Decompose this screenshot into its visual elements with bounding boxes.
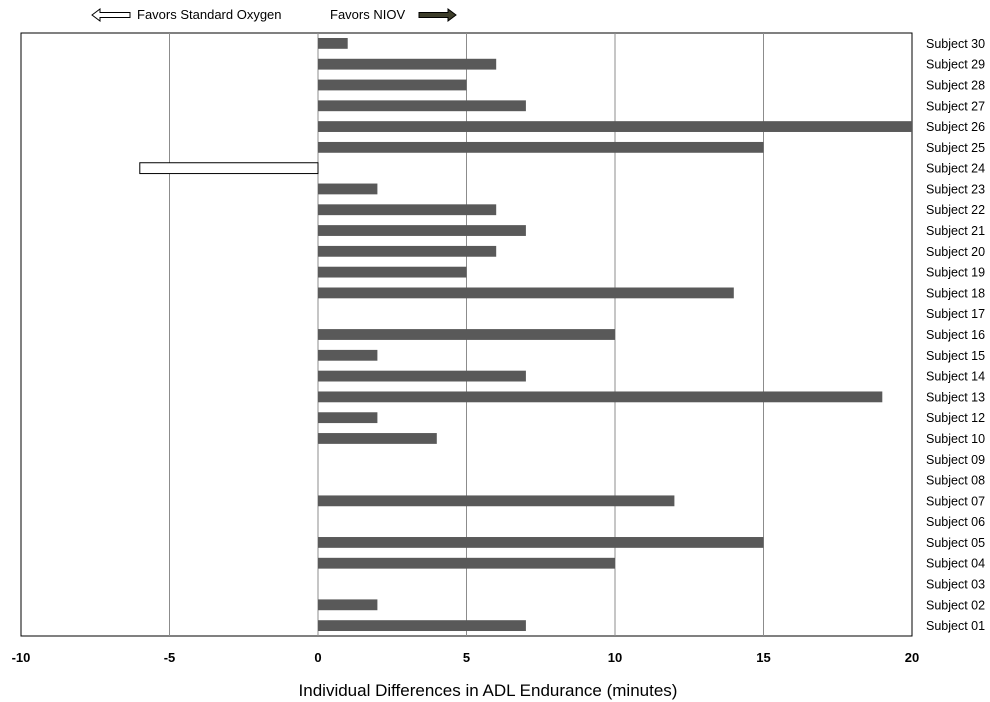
legend-negative-arrow: [91, 8, 131, 22]
category-label: Subject 09: [926, 453, 985, 467]
bar: [318, 141, 764, 153]
category-label: Subject 16: [926, 328, 985, 342]
x-tick-label: 0: [314, 650, 321, 665]
bar: [318, 266, 467, 278]
x-tick-label: 10: [608, 650, 622, 665]
bar: [318, 349, 378, 361]
category-label: Subject 04: [926, 557, 985, 571]
category-label: Subject 21: [926, 224, 985, 238]
category-label: Subject 19: [926, 266, 985, 280]
bar: [318, 245, 497, 257]
bar: [318, 79, 467, 91]
x-tick-label: 15: [756, 650, 770, 665]
bar: [318, 557, 615, 569]
x-tick-label: 20: [905, 650, 919, 665]
category-label: Subject 23: [926, 182, 985, 196]
bar: [318, 287, 734, 299]
x-tick-label: 5: [463, 650, 470, 665]
category-label: Subject 05: [926, 536, 985, 550]
bar: [318, 121, 912, 132]
bar: [318, 100, 526, 112]
x-tick-label: -5: [164, 650, 176, 665]
bar: [318, 329, 615, 340]
category-label: Subject 29: [926, 58, 985, 72]
category-label: Subject 06: [926, 515, 985, 529]
category-label: Subject 07: [926, 494, 985, 508]
category-label: Subject 27: [926, 99, 985, 113]
category-label: Subject 30: [926, 37, 985, 51]
bar: [318, 225, 526, 236]
category-label: Subject 24: [926, 162, 985, 176]
legend-positive-label: Favors NIOV: [330, 7, 405, 22]
bar: [318, 204, 497, 216]
category-labels: Subject 30 Subject 29 Subject 28 Subject 27…: [926, 37, 985, 633]
category-label: Subject 26: [926, 120, 985, 134]
x-tick-labels: -10 -5 0 5 10 15 20: [12, 650, 920, 665]
category-label: Subject 20: [926, 245, 985, 259]
category-label: Subject 22: [926, 203, 985, 217]
category-label: Subject 10: [926, 432, 985, 446]
x-tick-label: -10: [12, 650, 31, 665]
bar: [318, 412, 378, 424]
category-label: Subject 18: [926, 286, 985, 300]
bar: [318, 183, 378, 195]
category-label: Subject 08: [926, 474, 985, 488]
category-label: Subject 15: [926, 349, 985, 363]
legend-positive-arrow: [418, 8, 457, 22]
category-label: Subject 25: [926, 141, 985, 155]
bar: [139, 162, 319, 175]
bar: [318, 495, 675, 507]
bar: [318, 391, 883, 403]
category-label: Subject 02: [926, 598, 985, 612]
category-label: Subject 14: [926, 370, 985, 384]
category-label: Subject 01: [926, 619, 985, 633]
bar: [318, 58, 497, 70]
x-axis-title: Individual Differences in ADL Endurance …: [299, 681, 678, 700]
legend: Favors Standard Oxygen Favors NIOV: [91, 7, 457, 22]
bar: [318, 370, 526, 382]
bar: [318, 537, 764, 548]
category-label: Subject 03: [926, 578, 985, 592]
bar: [318, 433, 437, 444]
legend-negative-label: Favors Standard Oxygen: [137, 7, 282, 22]
category-label: Subject 13: [926, 390, 985, 404]
category-label: Subject 28: [926, 78, 985, 92]
category-label: Subject 17: [926, 307, 985, 321]
bar: [318, 37, 348, 49]
bar: [318, 620, 526, 632]
bar: [318, 599, 378, 611]
category-label: Subject 12: [926, 411, 985, 425]
bars: [139, 37, 912, 632]
